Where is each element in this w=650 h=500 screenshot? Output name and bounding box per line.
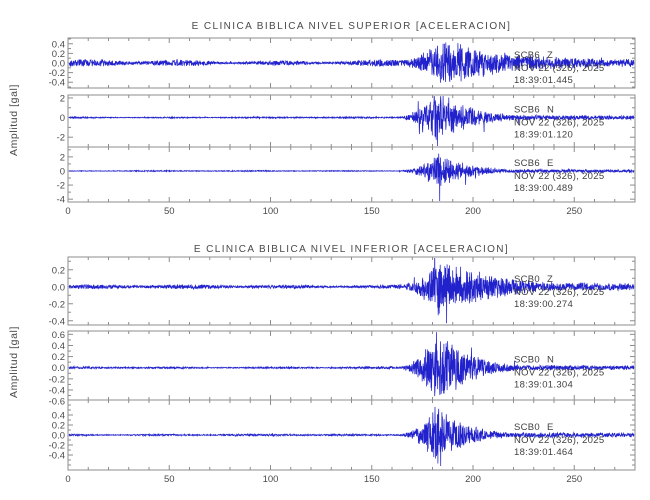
trace-date-label: NOV 22 (326), 2025: [514, 287, 604, 298]
trace-date-label: NOV 22 (326), 2025: [514, 171, 604, 182]
x-tick-label: 0: [65, 474, 70, 485]
trace-station-label: SCB0: [514, 355, 540, 366]
x-tick-label: 250: [566, 474, 582, 485]
trace-station-label: SCB6: [514, 158, 540, 169]
trace-channel-label: Z: [547, 50, 553, 61]
trace-time-label: 18:39:01.445: [514, 75, 573, 86]
trace-time-label: 18:39:01.120: [514, 130, 573, 141]
x-tick-label: 50: [164, 206, 175, 217]
trace-channel-label: Z: [547, 274, 553, 285]
x-tick-label: 150: [364, 474, 380, 485]
x-tick-label: 200: [465, 474, 481, 485]
waveform-trace-scb0-n: [69, 332, 634, 397]
trace-date-label: NOV 22 (326), 2025: [514, 63, 604, 74]
trace-date-label: NOV 22 (326), 2025: [514, 435, 604, 446]
x-tick-label: 250: [566, 206, 582, 217]
waveform-trace-scb6-e: [69, 153, 634, 201]
y-tick-label: 0.6: [52, 330, 65, 341]
waveform-trace-scb6-z: [69, 42, 634, 83]
y-tick-label: -0.2: [49, 441, 65, 452]
trace-channel-label: N: [547, 355, 554, 366]
y-tick-label: 2: [60, 152, 65, 163]
y-tick-label: 0.0: [52, 59, 65, 70]
y-tick-label: -0.6: [49, 397, 65, 408]
y-tick-label: 0: [60, 166, 65, 177]
trace-channel-label: E: [547, 158, 554, 169]
waveform-trace-scb6-n: [69, 96, 634, 146]
y-tick-label: -0.4: [49, 316, 65, 327]
y-tick-label: -0.4: [49, 385, 65, 396]
x-tick-label: 0: [65, 206, 70, 217]
x-tick-label: 150: [364, 206, 380, 217]
trace-time-label: 18:39:00.274: [514, 299, 573, 310]
y-tick-label: -0.4: [49, 451, 65, 462]
y-tick-label: -0.2: [49, 68, 65, 79]
trace-station-label: SCB6: [514, 50, 540, 61]
trace-time-label: 18:39:01.464: [514, 447, 573, 458]
x-tick-label: 50: [164, 474, 175, 485]
y-tick-label: 0.2: [52, 352, 65, 363]
trace-date-label: NOV 22 (326), 2025: [514, 118, 604, 129]
x-tick-label: 100: [263, 206, 279, 217]
y-tick-label: -0.4: [49, 78, 65, 89]
y-tick-label: 0.4: [52, 341, 65, 352]
panel-title-nivel-superior: E CLINICA BIBLICA NIVEL SUPERIOR [ACELER…: [191, 21, 512, 32]
y-tick-label: -0.2: [49, 374, 65, 385]
trace-date-label: NOV 22 (326), 2025: [514, 368, 604, 379]
y-tick-label: -2: [57, 181, 65, 192]
y-tick-label: 0.0: [52, 363, 65, 374]
trace-time-label: 18:39:01.304: [514, 380, 573, 391]
y-tick-label: -0.2: [49, 299, 65, 310]
panel-title-nivel-inferior: E CLINICA BIBLICA NIVEL INFERIOR [ACELER…: [193, 244, 510, 255]
y-tick-label: 0.4: [52, 411, 65, 422]
y-tick-label: 0.0: [52, 431, 65, 442]
y-tick-label: 0.4: [52, 39, 65, 50]
y-tick-label: 0: [60, 113, 65, 124]
y-tick-label: -2: [57, 133, 65, 144]
x-tick-label: 100: [263, 474, 279, 485]
trace-station-label: SCB0: [514, 422, 540, 433]
trace-station-label: SCB6: [514, 105, 540, 116]
trace-channel-label: E: [547, 422, 554, 433]
y-tick-label: -4: [57, 195, 65, 206]
trace-station-label: SCB0: [514, 274, 540, 285]
y-tick-label: 0.2: [52, 265, 65, 276]
x-tick-label: 200: [465, 206, 481, 217]
y-tick-label: 0.2: [52, 49, 65, 60]
y-tick-label: 0.0: [52, 282, 65, 293]
trace-time-label: 18:39:00.489: [514, 183, 573, 194]
trace-channel-label: N: [547, 105, 554, 116]
y-tick-label: 2: [60, 93, 65, 104]
y-tick-label: 0.2: [52, 421, 65, 432]
waveform-trace-scb0-e: [69, 406, 634, 467]
waveform-trace-scb0-z: [69, 258, 634, 324]
